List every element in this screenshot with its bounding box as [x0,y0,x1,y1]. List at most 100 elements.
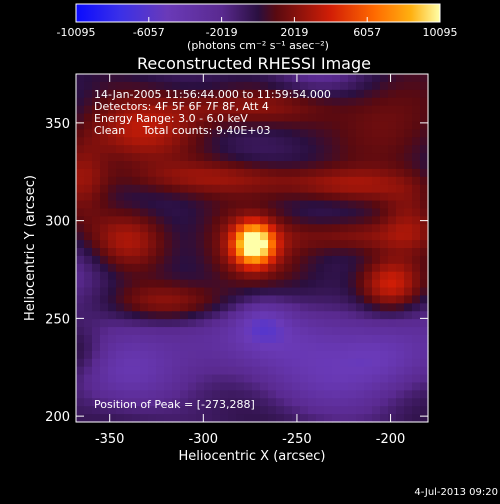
heatmap-cell [92,406,101,415]
heatmap-cell [260,271,269,281]
heatmap-cell [268,342,277,352]
heatmap-cell [300,129,309,138]
heatmap-cell [396,192,405,202]
heatmap-cell [92,358,101,368]
heatmap-cell [244,153,253,162]
heatmap-cell [132,168,141,178]
heatmap-cell [324,271,333,281]
heatmap-cell [404,153,413,162]
heatmap-cell [316,287,325,297]
heatmap-cell [84,248,93,257]
heatmap-cell [356,184,365,194]
heatmap-cell [204,271,213,281]
heatmap-cell [348,121,357,130]
heatmap-cell [372,311,381,320]
heatmap-cell [108,176,117,186]
heatmap-cell [388,232,397,241]
heatmap-cell [204,255,213,265]
heatmap-cell [396,350,405,360]
heatmap-cell [340,248,349,257]
heatmap-cell [212,200,221,210]
heatmap-cell [276,89,285,99]
heatmap-cell [116,342,125,352]
heatmap-cell [292,153,301,162]
heatmap-cell [236,129,245,138]
heatmap-cell [308,81,317,91]
heatmap-cell [132,121,141,130]
heatmap-cell [188,358,197,368]
heatmap-cell [156,311,165,320]
heatmap-cell [420,129,429,138]
heatmap-cell [92,303,101,312]
colorbar-unit: (photons cm⁻² s⁻¹ asec⁻²) [187,39,329,52]
heatmap-cell [76,224,85,233]
heatmap-cell [92,271,101,281]
y-tick-label: 350 [45,117,70,132]
heatmap-cell [124,145,133,154]
heatmap-cell [220,327,229,336]
heatmap-cell [244,105,253,115]
heatmap-cell [84,335,93,344]
heatmap-cell [332,168,341,178]
heatmap-cell [204,81,213,91]
heatmap-cell [76,358,85,368]
heatmap-cell [388,390,397,399]
heatmap-cell [372,81,381,91]
heatmap-cell [140,240,149,249]
heatmap-cell [276,224,285,233]
heatmap-cell [356,129,365,138]
heatmap-cell [300,350,309,360]
heatmap-cell [420,350,429,360]
heatmap-cell [420,358,429,368]
heatmap-cell [196,232,205,241]
heatmap-cell [380,414,389,423]
heatmap-cell [348,184,357,194]
heatmap-cell [268,224,277,233]
heatmap-cell [268,184,277,194]
heatmap-cell [132,161,141,170]
heatmap-cell [388,335,397,344]
heatmap-cell [260,366,269,376]
heatmap-cell [308,327,317,336]
colorbar-tick-label: 6057 [353,26,381,39]
heatmap-cell [228,295,237,304]
heatmap-cell [316,382,325,391]
heatmap-cell [332,81,341,91]
heatmap-cell [412,248,421,257]
heatmap-cell [364,287,373,297]
heatmap-cell [316,271,325,281]
heatmap-cell [196,319,205,328]
heatmap-cell [420,137,429,146]
heatmap-cell [412,374,421,384]
heatmap-cell [364,295,373,304]
heatmap-cell [220,279,229,289]
heatmap-cell [276,137,285,146]
heatmap-cell [188,153,197,162]
heatmap-cell [292,350,301,360]
heatmap-cell [364,263,373,273]
heatmap-cell [292,311,301,320]
heatmap-cell [356,89,365,99]
heatmap-cell [148,176,157,186]
heatmap-cell [340,295,349,304]
heatmap-cell [116,192,125,202]
heatmap-cell [196,161,205,170]
heatmap-cell [364,303,373,312]
heatmap-cell [356,406,365,415]
heatmap-cell [204,366,213,376]
colorbar-tick-label: 10095 [423,26,458,39]
heatmap-cell [284,414,293,423]
heatmap-cell [84,414,93,423]
heatmap-cell [76,89,85,99]
heatmap-cell [156,184,165,194]
heatmap-cell [156,145,165,154]
heatmap-cell [348,224,357,233]
heatmap-cell [180,327,189,336]
heatmap-cell [76,295,85,304]
heatmap-cell [92,295,101,304]
heatmap-cell [308,121,317,130]
heatmap-cell [196,137,205,146]
heatmap-cell [228,271,237,281]
heatmap-cell [308,74,317,83]
heatmap-cell [212,390,221,399]
